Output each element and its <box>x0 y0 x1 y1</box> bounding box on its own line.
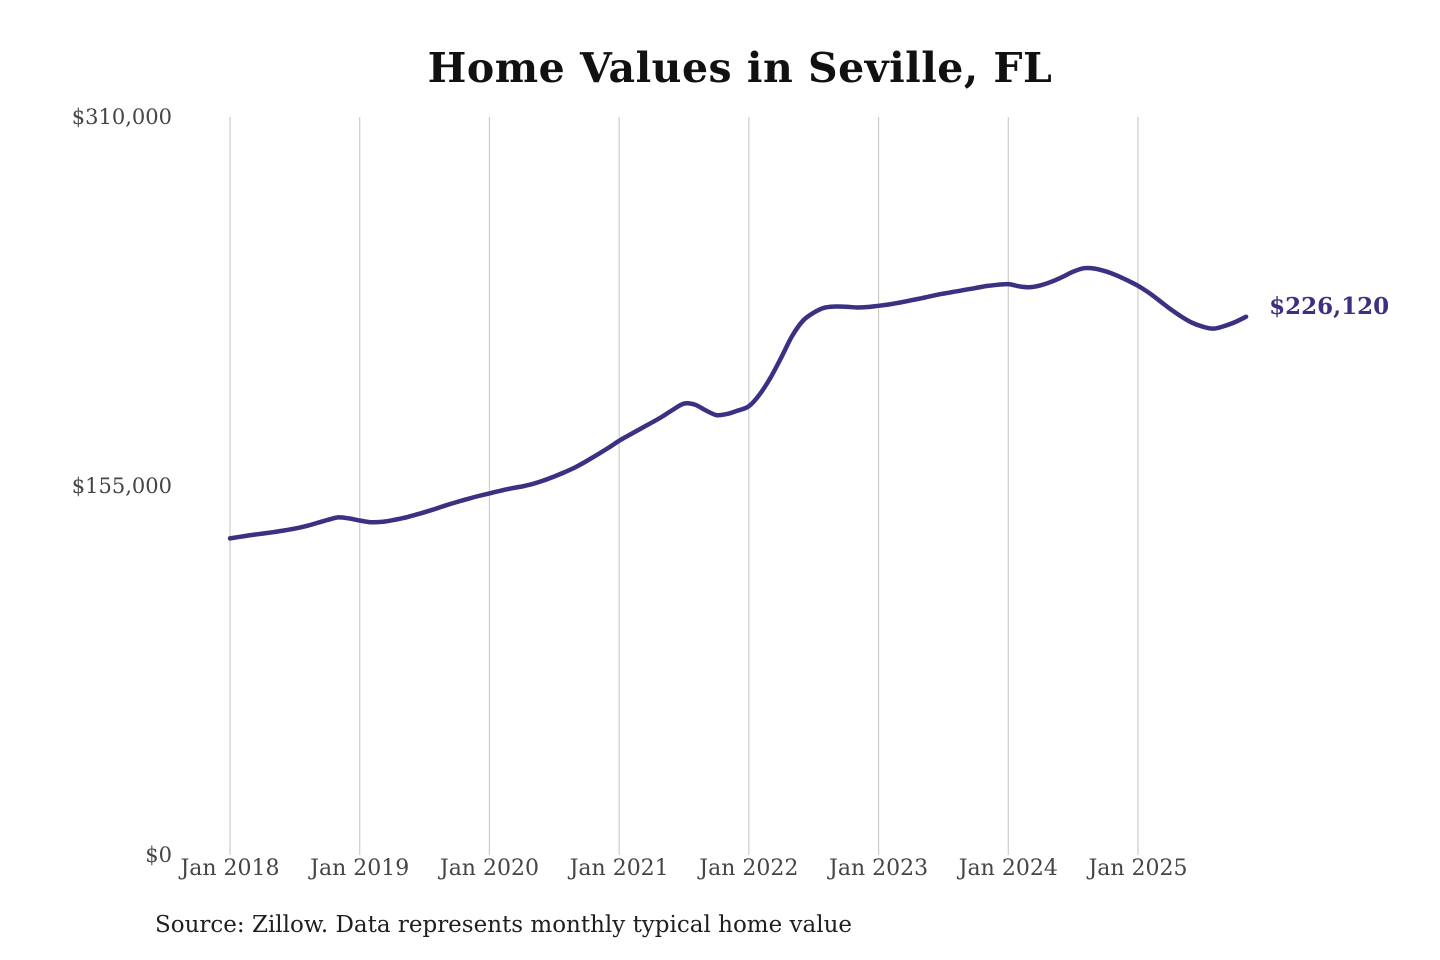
source-note: Source: Zillow. Data represents monthly … <box>155 912 853 938</box>
y-tick-label: $0 <box>145 843 172 867</box>
x-tick-label: Jan 2025 <box>1088 856 1188 881</box>
x-tick-label: Jan 2024 <box>958 856 1058 881</box>
latest-value-label: $226,120 <box>1269 292 1390 320</box>
x-tick-label: Jan 2022 <box>699 856 799 881</box>
x-tick-label: Jan 2018 <box>180 856 280 881</box>
x-tick-label: Jan 2020 <box>439 856 539 881</box>
x-tick-label: Jan 2023 <box>829 856 929 881</box>
x-tick-label: Jan 2019 <box>310 856 410 881</box>
y-tick-label: $310,000 <box>71 105 172 129</box>
gridlines <box>229 117 1139 855</box>
chart-title: Home Values in Seville, FL <box>427 44 1053 92</box>
y-tick-label: $155,000 <box>71 474 172 498</box>
home-value-line <box>227 265 1249 541</box>
x-tick-label: Jan 2021 <box>569 856 669 881</box>
